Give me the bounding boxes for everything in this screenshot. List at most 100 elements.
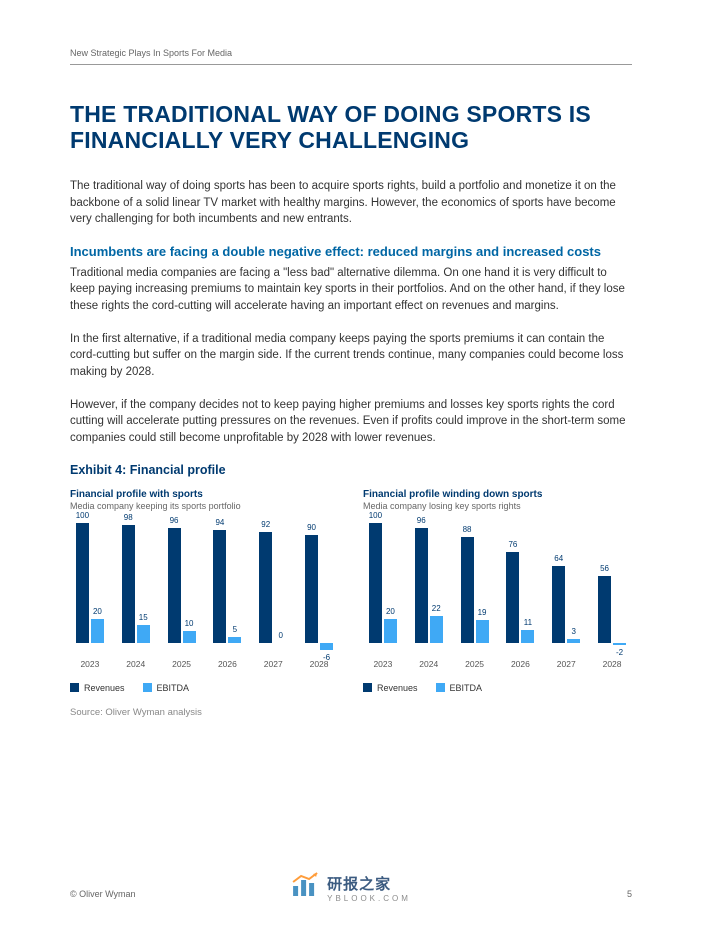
chart-left-title: Financial profile with sports [70, 489, 339, 500]
chart-left-legend: Revenues EBITDA [70, 683, 339, 693]
revenue-bar: 94 [213, 530, 226, 643]
legend-label-ebitda: EBITDA [157, 683, 190, 693]
para-2: Traditional media companies are facing a… [70, 265, 632, 315]
revenue-bar-label: 92 [261, 520, 270, 529]
ebitda-bar-label: 11 [524, 618, 532, 627]
footer-page-number: 5 [627, 889, 632, 899]
revenue-bar: 98 [122, 525, 135, 643]
chart-left: Financial profile with sports Media comp… [70, 489, 339, 693]
revenue-bar-label: 64 [554, 554, 563, 563]
ebitda-bar: 15 [137, 625, 150, 643]
revenue-bar-label: 88 [463, 525, 472, 534]
revenue-bar-label: 100 [369, 511, 382, 520]
legend-item-revenues-r: Revenues [363, 683, 418, 693]
bar-group: 88 19 [455, 523, 495, 643]
ebitda-bar: 3 [567, 639, 580, 643]
revenue-bar-label: 76 [508, 540, 517, 549]
page-title: THE TRADITIONAL WAY OF DOING SPORTS IS F… [70, 101, 632, 154]
footer-left: © Oliver Wyman [70, 889, 136, 899]
ebitda-bar-label: 0 [278, 631, 282, 640]
chart-right-legend: Revenues EBITDA [363, 683, 632, 693]
revenue-bar: 96 [168, 528, 181, 643]
chart-left-area: 100209815961094592090-6 [70, 523, 339, 643]
chart-right-area: 1002096228819761164356-2 [363, 523, 632, 643]
doc-header: New Strategic Plays In Sports For Media [70, 48, 632, 58]
revenue-bar: 56 [598, 576, 611, 643]
legend-item-ebitda-r: EBITDA [436, 683, 483, 693]
subheading-1: Incumbents are facing a double negative … [70, 244, 632, 261]
x-tick: 2025 [455, 659, 495, 669]
legend-label-revenues-r: Revenues [377, 683, 418, 693]
x-tick: 2024 [116, 659, 156, 669]
bar-group: 10020 [363, 523, 403, 643]
ebitda-bar: 20 [384, 619, 397, 643]
bar-group: 9610 [162, 523, 202, 643]
ebitda-bar-label: 15 [139, 613, 148, 622]
ebitda-bar-label: 22 [432, 604, 441, 613]
revenue-bar-label: 96 [170, 516, 179, 525]
revenue-bar: 96 [415, 528, 428, 643]
ebitda-bar: -6 [320, 643, 333, 650]
ebitda-bar-label: 20 [386, 607, 395, 616]
x-tick: 2025 [162, 659, 202, 669]
legend-label-ebitda-r: EBITDA [450, 683, 483, 693]
ebitda-bar: -2 [613, 643, 626, 645]
chart-right-title: Financial profile winding down sports [363, 489, 632, 500]
chart-right: Financial profile winding down sports Me… [363, 489, 632, 693]
revenue-bar: 64 [552, 566, 565, 643]
swatch-revenues-r [363, 683, 372, 692]
ebitda-bar: 5 [228, 637, 241, 643]
ebitda-bar-label: -2 [616, 648, 623, 657]
revenue-bar-label: 56 [600, 564, 609, 573]
x-tick: 2027 [546, 659, 586, 669]
revenue-bar: 100 [76, 523, 89, 643]
revenue-bar: 90 [305, 535, 318, 643]
ebitda-bar: 22 [430, 616, 443, 642]
legend-item-ebitda: EBITDA [143, 683, 190, 693]
ebitda-bar-label: 5 [233, 625, 237, 634]
ebitda-bar-label: 19 [478, 608, 487, 617]
chart-left-subtitle: Media company keeping its sports portfol… [70, 501, 339, 511]
bar-group: 7611 [500, 523, 540, 643]
para-3: In the first alternative, if a tradition… [70, 331, 632, 381]
revenue-bar: 88 [461, 537, 474, 643]
para-4: However, if the company decides not to k… [70, 397, 632, 447]
bar-group: 56-2 [592, 523, 632, 643]
swatch-ebitda [143, 683, 152, 692]
x-tick: 2028 [299, 659, 339, 669]
para-1: The traditional way of doing sports has … [70, 178, 632, 228]
ebitda-bar: 20 [91, 619, 104, 643]
ebitda-bar: 10 [183, 631, 196, 643]
bar-group: 945 [207, 523, 247, 643]
ebitda-bar-label: -6 [323, 653, 330, 662]
header-rule [70, 64, 632, 65]
legend-item-revenues: Revenues [70, 683, 125, 693]
chart-right-subtitle: Media company losing key sports rights [363, 501, 632, 511]
revenue-bar-label: 90 [307, 523, 316, 532]
source-text: Source: Oliver Wyman analysis [70, 707, 632, 718]
swatch-ebitda-r [436, 683, 445, 692]
x-tick: 2028 [592, 659, 632, 669]
bar-group: 90-6 [299, 523, 339, 643]
bar-group: 9622 [409, 523, 449, 643]
revenue-bar: 92 [259, 532, 272, 642]
x-tick: 2024 [409, 659, 449, 669]
bar-group: 10020 [70, 523, 110, 643]
ebitda-bar: 11 [521, 630, 534, 643]
x-tick: 2023 [70, 659, 110, 669]
bar-group: 9815 [116, 523, 156, 643]
exhibit-title: Exhibit 4: Financial profile [70, 463, 632, 477]
x-tick: 2026 [500, 659, 540, 669]
x-tick: 2023 [363, 659, 403, 669]
bar-group: 92 0 [253, 523, 293, 643]
ebitda-bar-label: 20 [93, 607, 102, 616]
page-footer: © Oliver Wyman 5 [70, 889, 632, 899]
ebitda-bar-label: 3 [571, 627, 575, 636]
legend-label-revenues: Revenues [84, 683, 125, 693]
x-tick: 2026 [207, 659, 247, 669]
x-tick: 2027 [253, 659, 293, 669]
ebitda-bar-label: 10 [185, 619, 194, 628]
revenue-bar-label: 94 [215, 518, 224, 527]
revenue-bar-label: 100 [76, 511, 89, 520]
revenue-bar: 76 [506, 552, 519, 643]
